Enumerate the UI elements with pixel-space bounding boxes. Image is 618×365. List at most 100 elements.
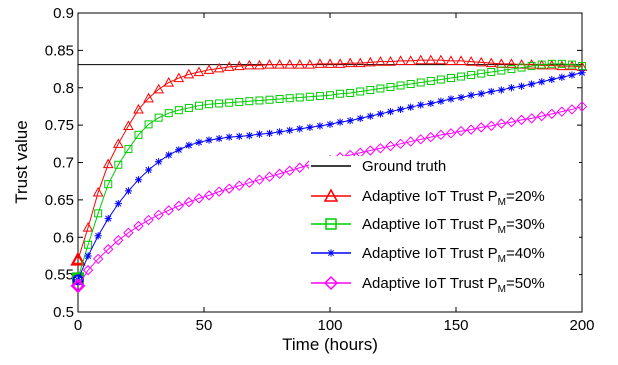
square-marker xyxy=(517,63,526,72)
triangle-marker xyxy=(385,56,396,66)
y-tick-label: 0.55 xyxy=(45,267,74,284)
diamond-marker xyxy=(254,174,265,185)
square-marker xyxy=(467,71,476,80)
legend-label-subscript: M xyxy=(498,225,506,236)
asterisk-marker xyxy=(346,117,354,125)
triangle-marker xyxy=(133,103,144,114)
triangle-marker xyxy=(284,59,296,69)
triangle-marker xyxy=(102,158,114,169)
x-axis: 0 50 100 150 200 xyxy=(74,13,595,334)
start-triangle-marker xyxy=(70,251,86,266)
triangle-marker xyxy=(425,54,437,65)
diamond-marker xyxy=(163,205,174,216)
triangle-marker xyxy=(193,66,205,77)
series-1 xyxy=(70,54,588,266)
square-marker xyxy=(426,77,435,86)
legend-marker xyxy=(325,218,337,230)
asterisk-marker xyxy=(356,114,364,122)
diamond-marker xyxy=(365,145,376,156)
diamond-marker xyxy=(234,180,245,191)
asterisk-marker xyxy=(568,71,576,79)
diamond-marker xyxy=(395,138,406,150)
square-marker xyxy=(255,96,264,105)
square-marker xyxy=(144,120,153,129)
legend-label-subscript: M xyxy=(498,284,506,295)
diamond-marker xyxy=(455,125,467,137)
asterisk-marker xyxy=(477,90,485,98)
diamond-marker xyxy=(113,235,124,246)
square-marker xyxy=(305,92,314,101)
diamond-marker xyxy=(143,214,154,226)
square-marker xyxy=(356,87,365,96)
x-tick-label: 200 xyxy=(569,317,594,334)
legend-label-subscript: M xyxy=(498,254,506,265)
y-tick-label: 0.75 xyxy=(45,117,74,134)
square-marker xyxy=(386,83,395,92)
legend-label: Adaptive IoT Trust PM=40% xyxy=(362,245,545,265)
asterisk-marker xyxy=(538,78,546,86)
diamond-marker xyxy=(465,124,477,135)
asterisk-marker xyxy=(386,108,395,116)
square-marker xyxy=(114,160,123,169)
diamond-marker xyxy=(556,106,568,117)
asterisk-marker xyxy=(296,125,304,133)
diamond-marker xyxy=(82,264,94,276)
triangle-marker xyxy=(395,55,406,65)
legend-entry-2: Adaptive IoT Trust PM=30% xyxy=(311,216,545,236)
diamond-marker xyxy=(223,183,235,194)
y-tick-label: 0.65 xyxy=(45,192,74,209)
legend-entry-0: Ground truth xyxy=(311,158,446,175)
series-3 xyxy=(72,69,586,286)
asterisk-marker xyxy=(286,126,294,134)
triangle-marker xyxy=(556,60,568,71)
legend-label-main: Adaptive IoT Trust P xyxy=(362,188,498,205)
x-tick-label: 50 xyxy=(196,317,213,334)
square-marker xyxy=(396,81,405,90)
diamond-marker xyxy=(385,140,396,152)
square-marker xyxy=(507,65,516,74)
legend-marker xyxy=(323,188,339,202)
asterisk-marker xyxy=(327,249,335,257)
legend-label: Adaptive IoT Trust PM=20% xyxy=(362,188,545,208)
asterisk-marker xyxy=(104,214,112,223)
asterisk-marker xyxy=(195,138,203,146)
y-tick-label: 0.6 xyxy=(53,229,74,246)
asterisk-marker xyxy=(155,158,163,166)
diamond-marker xyxy=(264,171,275,182)
triangle-marker xyxy=(223,61,235,71)
square-marker xyxy=(567,60,576,69)
triangle-marker xyxy=(506,58,517,68)
legend-label-tail: =20% xyxy=(506,188,545,205)
legend-label-subscript: M xyxy=(498,197,506,208)
diamond-marker xyxy=(213,186,225,197)
triangle-marker xyxy=(354,57,366,68)
diamond-marker xyxy=(405,136,416,147)
series-4 xyxy=(70,101,588,294)
start-point-marker xyxy=(70,251,86,266)
square-marker xyxy=(487,68,496,77)
square-marker xyxy=(235,97,244,106)
y-tick-label: 0.5 xyxy=(53,304,74,321)
y-axis: 0.5 0.55 0.6 0.65 0.7 0.75 0.8 0.85 0.9 xyxy=(45,5,582,321)
square-marker xyxy=(457,72,466,81)
asterisk-marker xyxy=(528,80,536,88)
start-point-marker xyxy=(70,278,86,294)
asterisk-marker xyxy=(487,87,495,96)
square-marker xyxy=(225,98,234,107)
square-marker xyxy=(285,94,294,103)
legend-label-main: Adaptive IoT Trust P xyxy=(362,245,498,262)
diamond-marker xyxy=(203,190,215,201)
triangle-marker xyxy=(203,64,215,74)
asterisk-marker xyxy=(276,128,284,136)
square-marker xyxy=(436,75,445,84)
series-line xyxy=(77,59,583,260)
y-axis-title: Trust value xyxy=(12,120,31,203)
triangle-marker xyxy=(375,56,386,66)
asterisk-marker xyxy=(84,252,92,260)
square-marker xyxy=(275,94,284,103)
asterisk-marker xyxy=(497,86,505,94)
asterisk-marker xyxy=(326,120,334,128)
asterisk-marker xyxy=(175,146,183,154)
diamond-marker xyxy=(526,113,537,124)
y-tick-label: 0.8 xyxy=(53,80,74,97)
